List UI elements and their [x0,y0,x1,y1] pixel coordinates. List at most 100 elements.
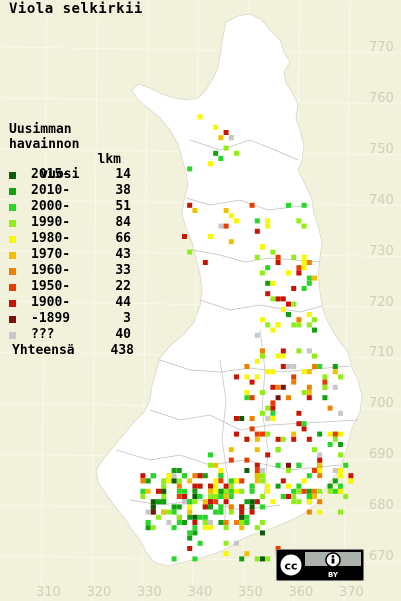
observation-cell [275,296,281,302]
observation-cell [301,286,307,291]
observation-cell [265,322,271,328]
observation-cell [296,421,302,427]
observation-cell [182,520,187,525]
observation-cell [176,520,182,525]
observation-cell [208,494,213,499]
observation-cell [187,478,193,484]
observation-cell [223,488,229,494]
observation-cell [218,135,224,141]
legend-swatch [9,268,16,275]
observation-cell [332,364,338,369]
observation-cell [327,431,333,437]
observation-cell [306,280,312,286]
legend-item: -1899 3 [9,311,131,327]
legend-total-label: Yhteensä [12,343,75,358]
observation-cell [265,416,271,421]
grid-label-easting: 320 [86,585,112,600]
observation-cell [192,520,198,525]
observation-cell [327,405,333,411]
observation-cell [176,514,182,520]
observation-cell [275,353,281,359]
observation-cell [208,234,213,239]
grid-label-easting: 370 [339,585,364,600]
observation-cell [260,244,265,250]
observation-cell [176,504,182,510]
observation-cell [312,494,317,499]
legend-swatch [9,252,16,259]
observation-cell [192,530,198,536]
observation-cell [286,483,291,489]
observation-cell [306,488,312,494]
observation-cell [301,369,307,375]
observation-cell [249,202,255,208]
observation-cell [244,374,250,380]
observation-cell [228,213,234,219]
observation-cell [280,436,286,442]
observation-cell [291,499,297,505]
grid-label-northing: 690 [369,447,394,463]
observation-cell [254,254,260,260]
observation-cell [213,462,219,468]
observation-cell [254,228,260,234]
observation-cell [301,260,307,265]
observation-cell [171,509,177,515]
observation-cell [260,468,265,473]
legend-year: -1899 [31,311,71,326]
observation-cell [291,494,297,499]
observation-cell [306,384,312,390]
observation-cell [244,395,250,401]
observation-cell [286,462,291,468]
observation-cell [249,416,255,421]
observation-cell [208,520,213,525]
observation-cell [208,483,213,489]
observation-cell [182,499,187,505]
observation-cell [171,473,177,479]
observation-cell [332,431,338,437]
observation-cells [140,114,354,562]
observation-cell [223,551,229,557]
observation-cell [140,473,146,479]
legend-swatch [9,332,16,339]
observation-cell [182,234,187,239]
cc-icon [278,552,304,578]
observation-cell [223,145,229,151]
observation-cell [244,551,250,557]
observation-cell [265,483,271,489]
observation-cell [291,436,297,442]
legend-year: 2015- [31,167,71,182]
observation-cell [202,504,208,510]
observation-cell [150,473,156,479]
legend-item: 1990- 84 [9,215,131,231]
observation-cell [270,400,276,406]
observation-cell [312,275,317,281]
grid-label-northing: 770 [369,40,394,55]
observation-cell [291,286,297,291]
legend-year: 1990- [31,215,71,230]
cc-text: cc [284,560,297,573]
observation-cell [223,130,229,135]
observation-cell [306,348,312,354]
grid-label-easting: 340 [187,585,213,600]
observation-cell [270,405,276,411]
legend-count: 38 [115,183,131,198]
observation-cell [223,494,229,499]
legend-count: 66 [115,231,131,246]
observation-cell [192,494,198,499]
observation-cell [265,452,271,458]
observation-cell [140,478,146,484]
observation-cell [234,478,239,484]
observation-cell [317,473,323,479]
observation-cell [140,494,146,499]
observation-cell [296,488,302,494]
observation-cell [306,390,312,395]
legend-swatch [9,172,16,179]
observation-cell [234,488,239,494]
cc-by-license-badge[interactable]: cc BY [276,549,364,581]
observation-cell [254,556,260,562]
observation-cell [296,499,302,505]
observation-cell [275,384,281,390]
observation-cell [301,426,307,432]
observation-cell [280,306,286,312]
observation-cell [249,395,255,401]
observation-cell [187,530,193,536]
